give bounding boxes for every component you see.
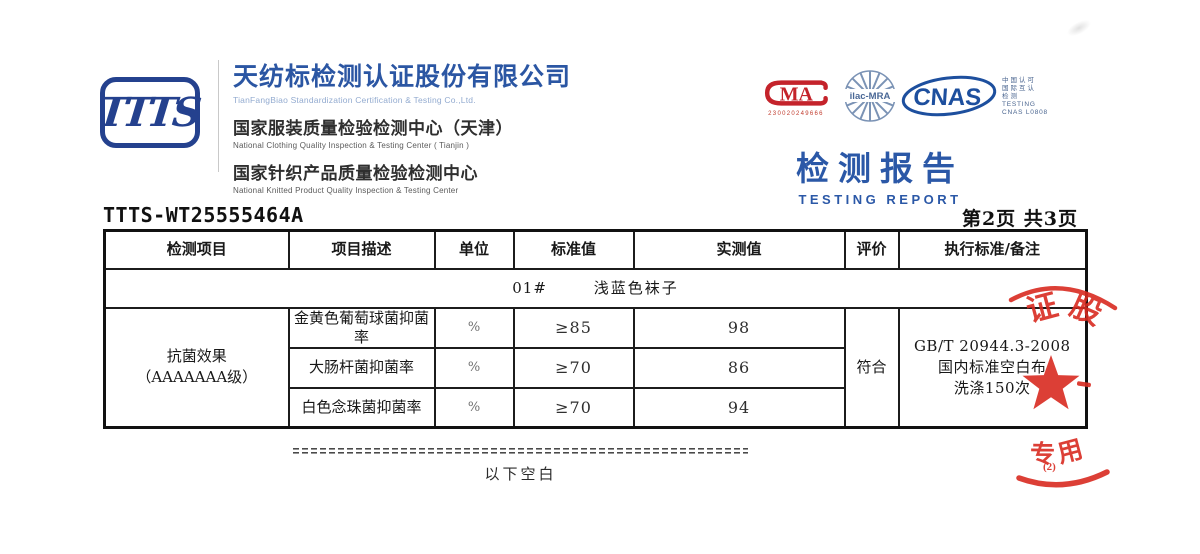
- sample-id: 01#: [512, 278, 547, 297]
- row-standard-value: ≥85: [512, 306, 635, 349]
- col-header-test-item: 检测项目: [103, 229, 290, 270]
- col-header-standard-remark: 执行标准/备注: [897, 229, 1088, 270]
- center1-name-cn: 国家服装质量检验检测中心（天津）: [233, 119, 513, 138]
- cma-number: 230020249666: [768, 111, 824, 117]
- results-table: 检测项目 项目描述 单位 标准值 实测值 评价 执行标准/备注 01# 浅蓝色袜…: [103, 229, 1088, 429]
- row-unit: %: [433, 346, 515, 389]
- row-measured-value: 98: [632, 306, 846, 349]
- center2-name-cn: 国家针织产品质量检验检测中心: [233, 164, 478, 183]
- organization-block: 天纺标检测认证股份有限公司 TianFangBiao Standardizati…: [233, 57, 572, 195]
- end-separator-dashes: [293, 448, 748, 454]
- cnas-side-line: 检测: [1002, 93, 1019, 100]
- sample-description: 浅蓝色袜子: [593, 278, 679, 297]
- table-row: 抗菌效果 （AAAAAAA级） 金黄色葡萄球菌抑菌率 % ≥85 98 符合 G…: [103, 306, 1088, 429]
- standard-line: GB/T 20944.3-2008: [913, 336, 1071, 355]
- standard-line: 国内标准空白布: [937, 357, 1047, 376]
- header-divider: [218, 60, 219, 172]
- cnas-side-line: TESTING: [1002, 101, 1036, 108]
- report-title-block: 检测报告 TESTING REPORT: [760, 142, 1000, 207]
- test-item-grade: （AAAAAAA级）: [136, 368, 258, 387]
- test-item-name: 抗菌效果: [166, 347, 227, 366]
- row-standard-value: ≥70: [512, 346, 635, 389]
- cnas-side-text: 中国认可 国际互认 检测 TESTING CNAS L0808: [1002, 77, 1062, 117]
- test-item-group: 抗菌效果 （AAAAAAA级）: [103, 306, 290, 429]
- cnas-side-line: CNAS L0808: [1002, 109, 1048, 116]
- col-header-description: 项目描述: [287, 229, 436, 270]
- table-header-row: 检测项目 项目描述 单位 标准值 实测值 评价 执行标准/备注: [103, 229, 1088, 270]
- stamp-seal-number: (2): [1043, 461, 1056, 473]
- row-description: 大肠杆菌抑菌率: [287, 346, 436, 389]
- report-title-en: TESTING REPORT: [798, 192, 962, 207]
- row-description: 金黄色葡萄球菌抑菌率: [287, 306, 436, 349]
- ilac-mra-mark: ilac-MRA: [842, 68, 898, 124]
- cnas-side-line: 中国认可: [1002, 77, 1036, 84]
- cnas-side-line: 国际互认: [1002, 85, 1036, 92]
- ttts-logo-text: TTTS: [95, 88, 201, 136]
- stamp-bottom-arc: [1016, 469, 1110, 488]
- table-row: 大肠杆菌抑菌率 % ≥70 86: [105, 346, 1087, 389]
- cnas-mark: CNAS: [899, 74, 999, 120]
- company-name-cn: 天纺标检测认证股份有限公司: [233, 63, 572, 91]
- company-name-en: TianFangBiao Standardization Certificati…: [233, 95, 476, 105]
- cma-mark: MA 230020249666: [758, 76, 834, 117]
- row-measured-value: 94: [632, 386, 846, 429]
- stamp-bottom-text: 专用: [1030, 435, 1086, 469]
- center1-name-en: National Clothing Quality Inspection & T…: [233, 141, 470, 150]
- row-unit: %: [433, 306, 515, 349]
- svg-text:专用: 专用: [1030, 435, 1091, 469]
- row-measured-value: 86: [632, 346, 846, 389]
- scan-smudge: [1064, 16, 1094, 40]
- row-standard-value: ≥70: [512, 386, 635, 429]
- row-description: 白色念珠菌抑菌率: [287, 386, 436, 429]
- row-unit: %: [433, 386, 515, 429]
- col-header-evaluation: 评价: [843, 229, 900, 270]
- evaluation-cell: 符合: [843, 306, 900, 429]
- report-title-cn: 检测报告: [796, 150, 964, 187]
- ilac-label: ilac-MRA: [850, 91, 891, 102]
- center2-name-en: National Knitted Product Quality Inspect…: [233, 186, 459, 195]
- page-info: 第2页 共3页: [961, 208, 1078, 230]
- end-note: 以下空白: [484, 465, 557, 483]
- cnas-letters: CNAS: [912, 84, 982, 111]
- report-number: TTTS-WT25555464A: [103, 203, 304, 227]
- col-header-unit: 单位: [433, 229, 515, 270]
- sample-row: 01# 浅蓝色袜子: [103, 267, 1088, 309]
- col-header-measured-value: 实测值: [632, 229, 846, 270]
- standard-line: 洗涤150次: [953, 378, 1031, 397]
- cma-letters: MA: [780, 83, 814, 105]
- cnas-icon: CNAS: [901, 75, 997, 117]
- ilac-globe-icon: ilac-MRA: [842, 70, 898, 122]
- executed-standard-cell: GB/T 20944.3-2008 国内标准空白布 洗涤150次: [897, 306, 1088, 429]
- cma-icon: MA: [764, 80, 828, 106]
- table-row: 白色念珠菌抑菌率 % ≥70 94: [105, 386, 1087, 429]
- ttts-logo: TTTS: [96, 77, 200, 148]
- col-header-standard-value: 标准值: [512, 229, 635, 270]
